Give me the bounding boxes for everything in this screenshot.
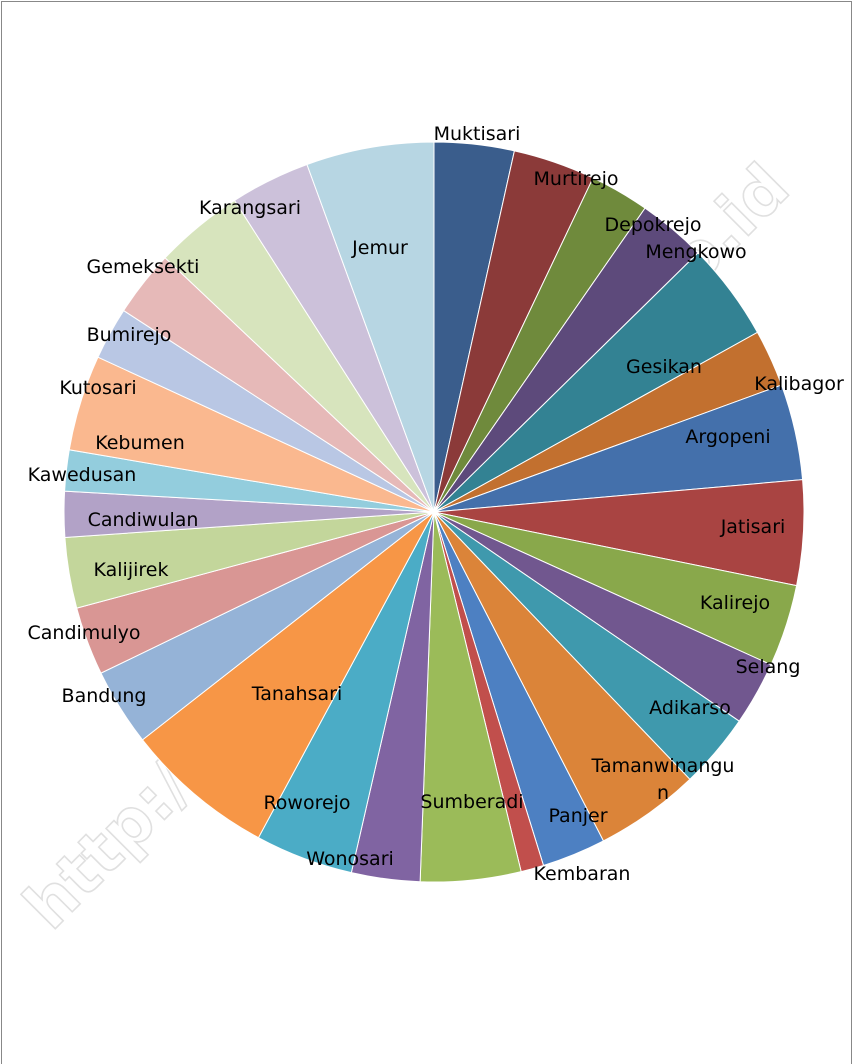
slice-label-kutosari: Kutosari xyxy=(59,377,136,399)
slice-label-tanahsari: Tanahsari xyxy=(251,683,342,705)
pie-slice-tanahsari xyxy=(141,511,435,839)
slice-label-bumirejo: Bumirejo xyxy=(87,324,172,346)
slice-label-candimulyo: Candimulyo xyxy=(28,622,141,644)
slice-label-karangsari: Karangsari xyxy=(199,197,301,219)
slice-label-gemeksekti: Gemeksekti xyxy=(87,256,200,278)
slice-label-kembaran: Kembaran xyxy=(534,863,631,885)
slice-label-kalirejo: Kalirejo xyxy=(700,592,770,614)
slice-label-jatisari: Jatisari xyxy=(720,516,786,538)
slice-label-murtirejo: Murtirejo xyxy=(534,168,619,190)
pie-slices xyxy=(63,141,805,883)
slice-label-roworejo: Roworejo xyxy=(263,792,350,814)
slice-label-selang: Selang xyxy=(736,656,801,678)
slice-label-wonosari: Wonosari xyxy=(306,848,394,870)
slice-label-adikarso: Adikarso xyxy=(649,697,731,719)
slice-label-tamanwinangun: Tamanwinangu n xyxy=(591,755,735,804)
slice-label-kalijirek: Kalijirek xyxy=(94,559,169,581)
slice-label-argopeni: Argopeni xyxy=(685,426,770,448)
slice-label-mengkowo: Mengkowo xyxy=(645,241,746,263)
pie-slice-jemur xyxy=(306,141,435,513)
slice-label-kawedusan: Kawedusan xyxy=(28,464,137,486)
slice-label-kebumen: Kebumen xyxy=(95,432,185,454)
pie-labels: Muktisari Murtirejo Depokrejo Mengkowo Gesik… xyxy=(28,123,844,885)
slice-label-depokrejo: Depokrejo xyxy=(605,214,702,236)
slice-label-kalibagor: Kalibagor xyxy=(754,373,844,395)
slice-label-panjer: Panjer xyxy=(548,805,607,827)
slice-label-bandung: Bandung xyxy=(62,685,147,707)
slice-label-jemur: Jemur xyxy=(351,237,408,259)
slice-label-gesikan: Gesikan xyxy=(626,356,702,378)
slice-label-candiwulan: Candiwulan xyxy=(88,509,199,531)
slice-label-sumberadi: Sumberadi xyxy=(420,791,523,813)
slice-label-muktisari: Muktisari xyxy=(434,123,521,145)
